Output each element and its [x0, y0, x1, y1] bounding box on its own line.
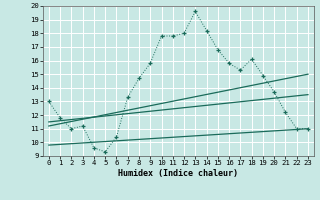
- X-axis label: Humidex (Indice chaleur): Humidex (Indice chaleur): [118, 169, 238, 178]
